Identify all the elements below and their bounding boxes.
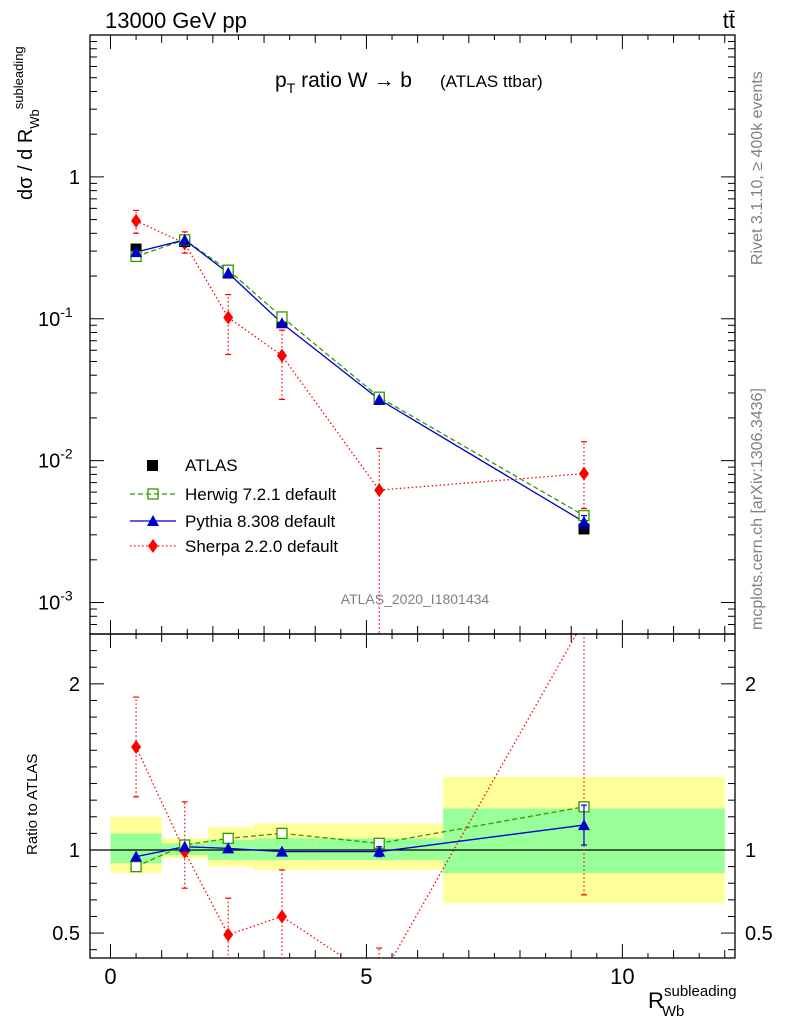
legend-pythia: Pythia 8.308 default bbox=[130, 512, 336, 531]
pythia-point bbox=[577, 515, 590, 527]
legend: ATLAS Herwig 7.2.1 default Pythia 8.308 … bbox=[130, 456, 338, 556]
ratio-sherpa-point bbox=[374, 974, 384, 988]
herwig-line bbox=[135, 239, 585, 517]
ratio-panel-series bbox=[130, 614, 590, 988]
y-axis-label-ratio: Ratio to ATLAS bbox=[24, 754, 41, 855]
legend-atlas: ATLAS bbox=[147, 456, 238, 475]
x-tick-label: 0 bbox=[104, 964, 116, 989]
pythia-point bbox=[178, 233, 191, 245]
sherpa-point bbox=[374, 483, 385, 498]
header-right: tt̄ bbox=[723, 8, 735, 33]
ratio-band-inner bbox=[253, 838, 316, 860]
y-tick-label-ratio-right: 0.5 bbox=[745, 923, 773, 945]
x-axis-label: RWb bbox=[648, 988, 684, 1020]
y-tick-label-top: 1 bbox=[69, 167, 80, 189]
sherpa-point bbox=[578, 466, 589, 481]
pythia-point bbox=[130, 246, 143, 258]
y-axis-label-top: dσ / d RWbsubleading bbox=[11, 46, 42, 200]
legend-sherpa: Sherpa 2.2.0 default bbox=[130, 537, 338, 556]
top-panel-series bbox=[130, 209, 590, 634]
pythia-point bbox=[222, 267, 235, 279]
ratio-herwig-point bbox=[130, 860, 142, 873]
legend-sherpa-marker bbox=[148, 539, 158, 553]
legend-herwig: Herwig 7.2.1 default bbox=[130, 485, 336, 504]
pythia-point bbox=[275, 317, 288, 329]
legend-herwig-label: Herwig 7.2.1 default bbox=[185, 485, 336, 504]
sherpa-point bbox=[223, 310, 234, 325]
mcplots-label: mcplots.cern.ch [arXiv:1306.3436] bbox=[749, 388, 766, 630]
ratio-pythia-point bbox=[373, 845, 386, 857]
plot-title-suffix: (ATLAS ttbar) bbox=[440, 72, 543, 91]
pythia-line bbox=[135, 239, 585, 523]
header-left: 13000 GeV pp bbox=[105, 8, 247, 33]
legend-pythia-label: Pythia 8.308 default bbox=[185, 512, 336, 531]
x-axis-label-sup: subleading bbox=[664, 983, 737, 1000]
y-tick-label-top: 10-3 bbox=[38, 588, 73, 615]
ratio-pythia-point bbox=[178, 840, 191, 852]
legend-pythia-marker bbox=[147, 515, 159, 526]
ratio-herwig-point bbox=[222, 832, 234, 845]
legend-herwig-marker bbox=[147, 488, 159, 500]
sherpa-point bbox=[131, 213, 142, 228]
ratio-sherpa-point bbox=[131, 739, 142, 754]
ratio-pythia-point bbox=[577, 819, 590, 831]
ratio-sherpa-point bbox=[223, 927, 234, 942]
plot-title: pT ratio W → b bbox=[275, 69, 412, 96]
x-tick-label: 5 bbox=[360, 964, 372, 989]
legend-atlas-marker bbox=[147, 460, 158, 471]
y-tick-label-ratio: 1 bbox=[69, 840, 80, 862]
ratio-herwig-point bbox=[276, 827, 288, 840]
legend-sherpa-label: Sherpa 2.2.0 default bbox=[185, 537, 338, 556]
rivet-label: Rivet 3.1.10, ≥ 400k events bbox=[749, 71, 766, 265]
y-tick-label-ratio: 0.5 bbox=[52, 923, 80, 945]
ratio-pythia-point bbox=[222, 842, 235, 854]
y-tick-label-ratio: 2 bbox=[69, 674, 80, 696]
ratio-panel-frame bbox=[89, 633, 736, 959]
legend-atlas-label: ATLAS bbox=[185, 456, 238, 475]
ratio-pythia-point bbox=[275, 845, 288, 857]
ratio-sherpa-point bbox=[579, 614, 589, 628]
y-tick-label-top: 10-2 bbox=[38, 446, 73, 473]
sherpa-point bbox=[276, 348, 287, 363]
sherpa-line bbox=[135, 220, 585, 491]
ratio-sherpa-line bbox=[135, 634, 578, 958]
ratio-sherpa-point bbox=[276, 909, 287, 924]
y-tick-label-ratio-right: 2 bbox=[745, 674, 756, 696]
ratio-pythia-line bbox=[135, 824, 585, 858]
pythia-point bbox=[373, 393, 386, 405]
watermark: ATLAS_2020_I1801434 bbox=[341, 591, 490, 607]
y-tick-label-ratio-right: 1 bbox=[745, 840, 756, 862]
ratio-pythia-point bbox=[130, 850, 143, 862]
y-tick-label-top: 10-1 bbox=[38, 304, 73, 331]
x-tick-label: 10 bbox=[610, 964, 634, 989]
